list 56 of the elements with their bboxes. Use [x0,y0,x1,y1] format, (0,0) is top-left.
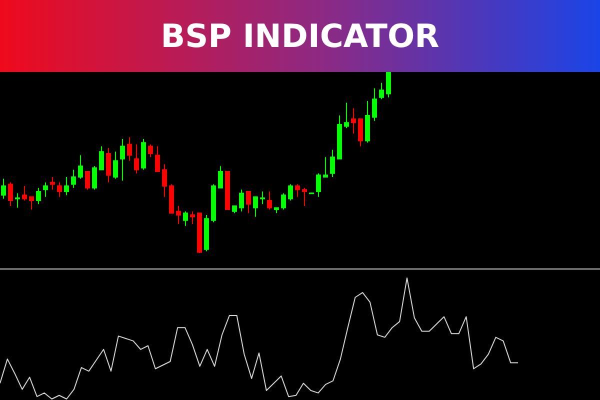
candlestick [99,146,104,170]
candlestick [239,189,244,212]
candlestick [106,148,111,183]
candlestick [127,136,132,162]
candlestick [15,192,20,208]
candlestick [134,144,139,174]
candlestick [85,171,90,190]
candlestick [190,210,195,225]
candlestick [64,176,69,196]
candlestick [1,178,6,200]
candlestick [379,82,384,100]
candlestick [211,184,216,223]
candlestick [183,210,188,226]
candlestick [246,190,251,214]
candlestick [162,164,167,198]
candlestick [218,166,223,188]
candlestick [274,207,279,214]
candlestick [43,182,48,198]
candlestick [386,72,391,98]
candlestick [8,182,13,206]
candlestick [120,138,125,182]
candlestick [78,154,83,180]
candlestick [288,184,293,202]
candlestick [281,192,286,210]
candlestick [148,144,153,158]
candlestick [22,186,27,202]
candlestick [267,190,272,210]
candlestick [176,205,181,225]
candlestick [232,205,237,214]
candlestick [323,156,328,178]
candlestick [197,212,202,254]
candlestick [50,176,55,190]
candlestick [358,118,363,147]
candlestick [204,214,209,252]
candlestick [225,171,230,210]
candlestick [330,149,335,178]
candlestick [337,114,342,160]
candlestick [71,169,76,188]
candlestick [113,151,118,180]
candlestick [29,196,34,210]
candlestick [92,166,97,190]
candlestick [169,184,174,214]
candlestick [372,88,377,122]
candlestick [141,138,146,170]
chart-title: BSP INDICATOR [160,17,440,55]
candlestick [365,100,370,144]
candlestick [155,146,160,172]
candlestick [316,172,321,198]
candlestick [253,196,258,218]
candlestick [351,108,356,134]
candlestick [302,187,307,206]
candlestick [57,182,62,198]
candlestick [344,102,349,129]
candlestick [260,190,265,205]
candlestick [295,184,300,198]
candlestick [36,187,41,205]
